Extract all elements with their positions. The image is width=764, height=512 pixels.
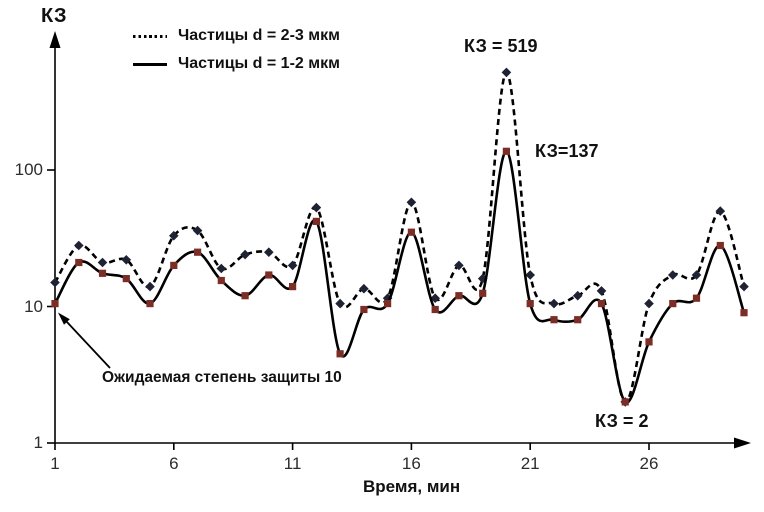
y-axis-title: КЗ xyxy=(41,5,67,27)
y-tick-label: 100 xyxy=(14,160,43,179)
series-square-markers xyxy=(51,147,748,406)
y-axis xyxy=(49,31,61,443)
legend-label: Частицы d = 1-2 мкм xyxy=(178,55,340,72)
legend-item-solid: Частицы d = 1-2 мкм xyxy=(133,50,340,78)
x-tick-label: 1 xyxy=(50,454,60,473)
legend: Частицы d = 2-3 мкм Частицы d = 1-2 мкм xyxy=(133,22,340,78)
x-axis xyxy=(55,437,751,449)
legend-item-dotted: Частицы d = 2-3 мкм xyxy=(133,22,340,50)
y-tick-label: 10 xyxy=(24,297,43,316)
x-axis-title: Время, мин xyxy=(363,477,461,496)
x-tick-label: 16 xyxy=(401,454,421,473)
series-diamond-markers xyxy=(50,67,749,407)
solid-line-swatch-icon xyxy=(133,62,167,66)
x-axis-arrow-icon xyxy=(734,437,751,449)
annotation-expected-protection: Ожидаемая степень защиты 10 xyxy=(102,369,342,386)
annotation-peak-519: КЗ = 519 xyxy=(464,36,538,56)
legend-label: Частицы d = 2-3 мкм xyxy=(178,27,340,44)
annotation-dip-2: КЗ = 2 xyxy=(595,411,649,431)
x-tick-label: 6 xyxy=(169,454,179,473)
expected-protection-arrow xyxy=(58,312,111,369)
y-tick-label: 1 xyxy=(33,433,43,452)
annotation-peak-137: КЗ=137 xyxy=(535,141,599,161)
y-axis-arrow-icon xyxy=(49,31,61,48)
x-tick-label: 11 xyxy=(283,454,302,473)
series-dashed-path xyxy=(53,71,746,404)
x-tick-label: 21 xyxy=(520,454,540,473)
x-tick-label: 26 xyxy=(639,454,659,473)
dotted-line-swatch-icon xyxy=(133,34,167,38)
series-solid-path xyxy=(53,149,746,404)
